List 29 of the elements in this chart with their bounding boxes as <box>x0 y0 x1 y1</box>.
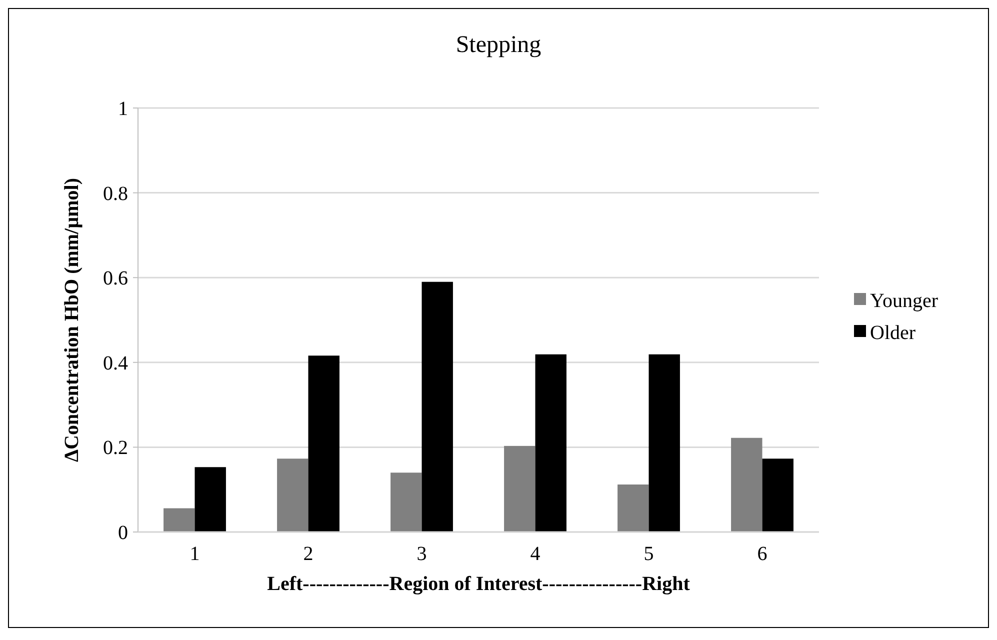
y-tick-label: 0.6 <box>103 268 128 290</box>
bar <box>618 484 649 532</box>
y-tick-label: 0 <box>118 522 128 544</box>
bar <box>648 354 680 532</box>
bar <box>277 458 308 532</box>
x-tick-label: 4 <box>530 543 540 565</box>
bar <box>535 354 566 532</box>
bar <box>194 467 226 532</box>
y-tick-label: 0.4 <box>103 352 128 374</box>
x-tick-label: 6 <box>757 543 768 565</box>
x-axis-title: Left-------------Region of Interest---------------Right <box>267 573 690 595</box>
legend-label: Younger <box>870 290 938 312</box>
x-tick-label: 3 <box>416 543 427 565</box>
y-tick-label: 1 <box>118 98 128 120</box>
y-tick-label: 0.8 <box>103 182 128 205</box>
y-axis-title: ΔConcentration HbO (mm/µmol) <box>61 178 83 462</box>
bar <box>164 508 195 532</box>
bar <box>422 282 453 532</box>
y-tick-label: 0.2 <box>103 437 128 460</box>
bar <box>731 438 762 532</box>
bar <box>504 446 536 532</box>
bar <box>390 472 422 532</box>
chart-title: Stepping <box>456 32 542 58</box>
bar <box>308 356 340 532</box>
x-tick-label: 2 <box>303 543 314 565</box>
bar <box>762 458 794 532</box>
x-tick-label: 1 <box>190 543 200 565</box>
x-tick-label: 5 <box>644 543 654 565</box>
legend-label: Older <box>870 322 916 344</box>
